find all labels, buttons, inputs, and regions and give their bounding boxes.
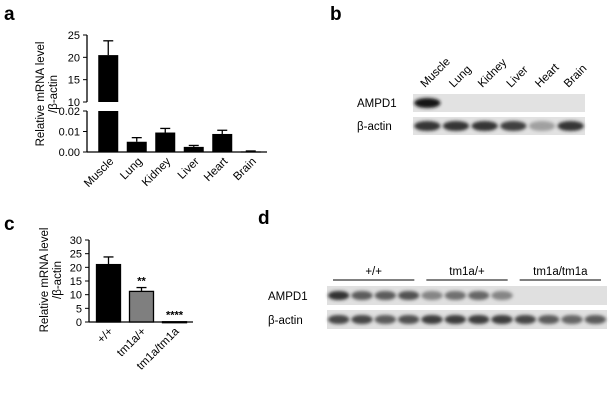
bar [155, 132, 176, 152]
blot-band [514, 314, 537, 325]
lane-label: Heart [533, 61, 562, 90]
x-tick-label: Muscle [82, 156, 116, 190]
blot-band [327, 290, 350, 301]
blot-row-label: AMPD1 [268, 291, 308, 303]
blot-band [537, 314, 560, 325]
y-axis-title: Relative mRNA level/β-actin [39, 228, 64, 333]
y-tick-label: 15 [70, 276, 82, 288]
y-tick-label: 0.00 [59, 147, 80, 159]
y-tick-label: 20 [70, 262, 82, 274]
lane-label: Kidney [476, 57, 510, 91]
x-tick-label: Brain [231, 156, 258, 183]
blot-band [414, 97, 441, 109]
blot-band [557, 120, 584, 132]
blot-strip [327, 286, 607, 305]
x-tick-label: +/+ [95, 325, 115, 345]
y-tick-label: 10 [68, 97, 80, 109]
blot-strip [413, 94, 585, 112]
y-tick-label: 0.02 [59, 106, 80, 118]
bar [128, 290, 155, 323]
panel-letter-d: d [258, 208, 270, 229]
y-tick-label: 0 [76, 317, 82, 329]
blot-band [327, 314, 350, 325]
blot-band [397, 290, 420, 301]
y-tick-label: 0.01 [59, 127, 80, 139]
bar [161, 321, 188, 324]
y-axis-title-line: Relative mRNA level [35, 42, 47, 147]
y-tick-label: 30 [70, 235, 82, 247]
blot-band [442, 120, 470, 132]
lane-label: Brain [562, 63, 589, 90]
y-tick-label: 25 [68, 30, 80, 42]
blot-band [528, 120, 556, 132]
y-axis-title-line: /β-actin [48, 75, 60, 113]
significance-label: **** [166, 310, 184, 322]
y-axis-title: Relative mRNA level/β-actin [35, 42, 60, 147]
blot-band [374, 314, 397, 325]
blot-band [421, 314, 443, 325]
lane-label: Lung [447, 64, 474, 91]
blot-band [561, 314, 583, 325]
group-label: tm1a/+ [449, 266, 485, 278]
blot-band [421, 290, 443, 301]
blot-band [351, 290, 373, 301]
blot-row-label: β-actin [268, 315, 303, 327]
bar [126, 141, 147, 152]
western-blot-d: +/+ tm1a/+ tm1a/tm1a AMPD1 β-actin [268, 266, 607, 329]
panel-letter-b: b [330, 4, 342, 25]
significance-label: ** [137, 276, 146, 288]
bar [98, 55, 119, 102]
chart-c: 302520151050+/+**tm1a/+****tm1a/tm1aRela… [39, 228, 193, 373]
y-tick-label: 25 [70, 249, 82, 261]
y-tick-label: 5 [76, 303, 82, 315]
group-label: tm1a/tm1a [533, 266, 588, 278]
panel-letter-a: a [4, 4, 15, 25]
blot-row-label: β-actin [357, 121, 392, 133]
blot-band [467, 290, 490, 301]
blot-strip [327, 310, 607, 329]
blot-band [374, 290, 397, 301]
blot-band [471, 120, 498, 132]
bar [183, 146, 204, 152]
lane-label: Liver [505, 64, 531, 90]
y-axis-title-line: Relative mRNA level [39, 228, 51, 333]
blot-band [500, 120, 527, 132]
bar [212, 133, 233, 152]
y-tick-label: 15 [68, 75, 80, 87]
blot-band [444, 314, 467, 325]
x-tick-label: Heart [202, 155, 231, 184]
blot-band [444, 290, 467, 301]
blot-row-label: AMPD1 [357, 98, 397, 110]
blot-band [414, 120, 441, 132]
group-label: +/+ [365, 266, 382, 278]
y-tick-label: 10 [70, 290, 82, 302]
blot-band [491, 314, 513, 325]
bar [98, 111, 119, 152]
blot-band [351, 314, 373, 325]
blot-band [584, 314, 607, 325]
blot-band [397, 314, 420, 325]
y-tick-label: 20 [68, 52, 80, 64]
bar [95, 263, 122, 323]
y-axis-title-line: /β-actin [52, 261, 64, 299]
panel-letter-c: c [4, 214, 15, 235]
blot-band [467, 314, 490, 325]
blot-band [491, 290, 513, 301]
bar [240, 151, 261, 153]
x-tick-label: Kidney [140, 155, 174, 189]
x-tick-label: Liver [176, 156, 202, 182]
x-tick-label: Lung [118, 156, 145, 183]
lane-label: Muscle [419, 56, 453, 90]
